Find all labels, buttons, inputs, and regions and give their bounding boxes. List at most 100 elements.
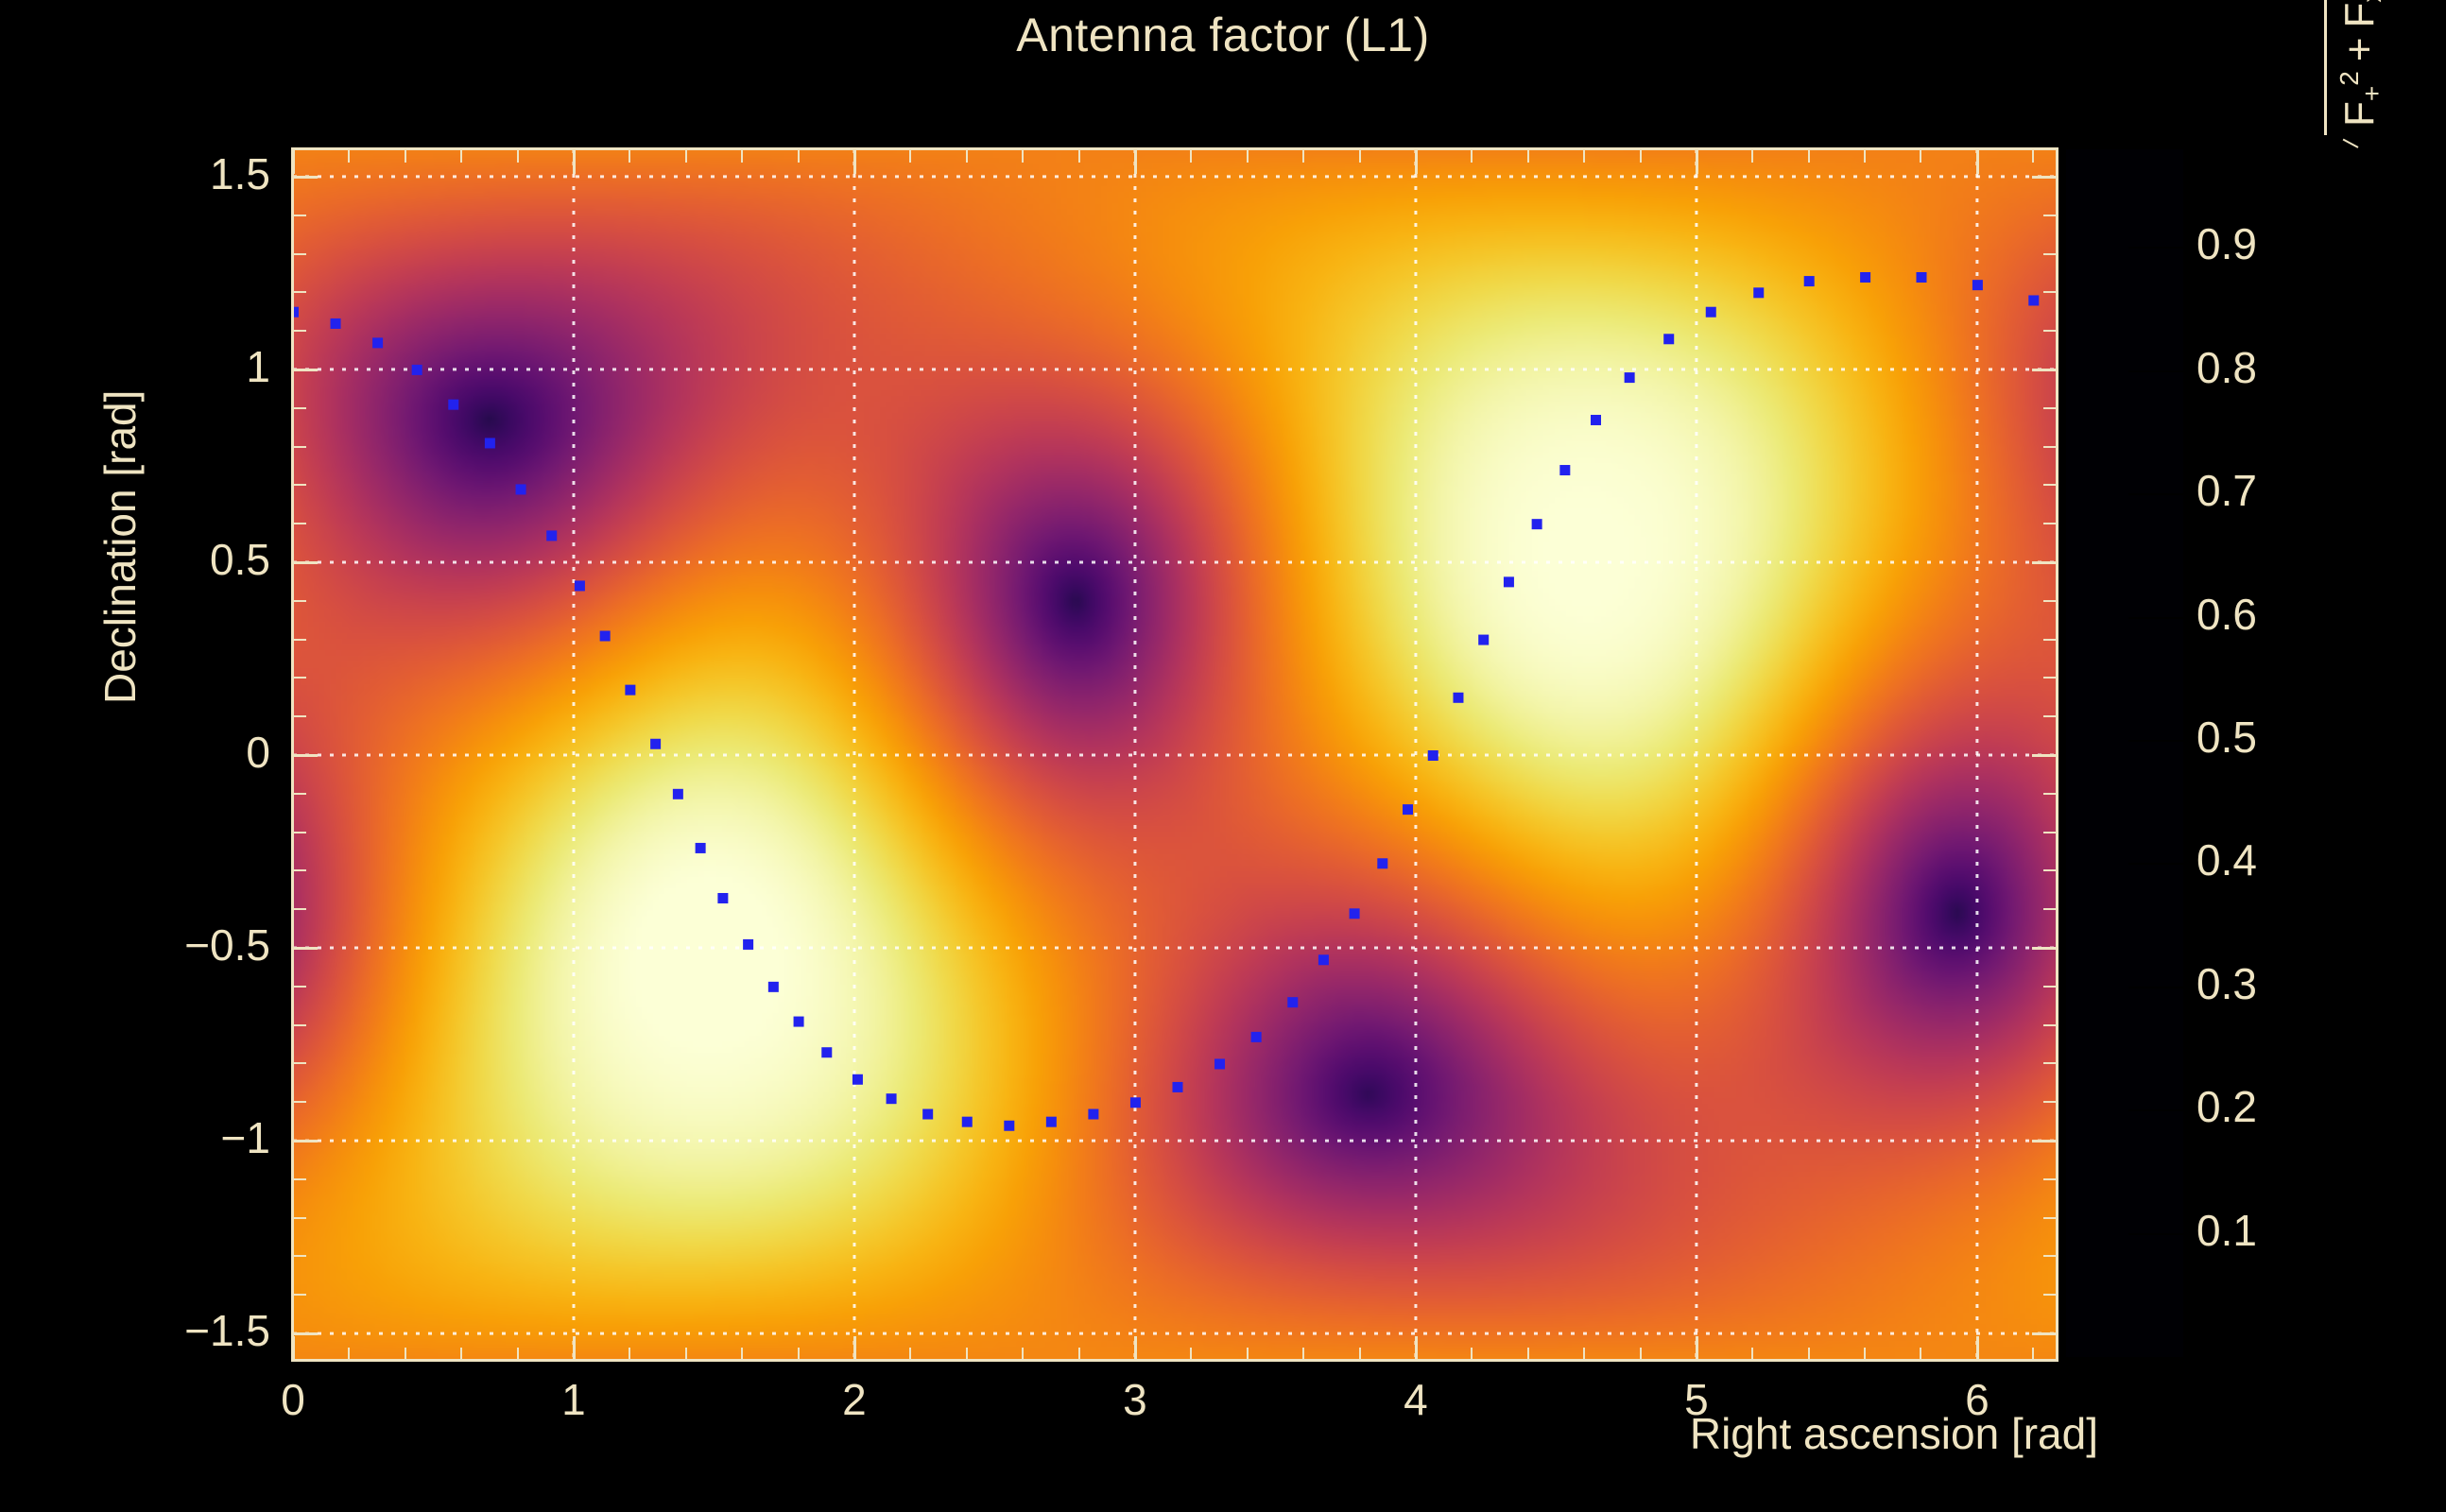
x-minor-tick-top xyxy=(741,149,744,163)
x-minor-tick-top xyxy=(2032,149,2035,163)
x-minor-tick xyxy=(965,1348,968,1361)
x-minor-tick-top xyxy=(1133,149,1136,163)
page-title: Antenna factor (L1) xyxy=(1016,9,1430,61)
y-minor-tick-right xyxy=(2043,677,2057,679)
x-minor-tick-top xyxy=(909,149,912,163)
x-minor-tick xyxy=(516,1348,519,1361)
x-minor-tick xyxy=(1190,1348,1193,1361)
x-minor-tick-top xyxy=(1077,149,1080,163)
x-minor-tick-top xyxy=(460,149,463,163)
x-minor-tick-top xyxy=(684,149,687,163)
colorbar-gradient xyxy=(2066,149,2183,1357)
x-minor-tick xyxy=(1639,1348,1642,1361)
plus-operator: + xyxy=(2336,37,2383,62)
x-minor-tick xyxy=(1133,1348,1136,1361)
x-axis-title: Right ascension [rad] xyxy=(1689,1409,2098,1458)
x-minor-tick-top xyxy=(1864,149,1867,163)
sqrt-radical-icon: F+2 + Fx2 xyxy=(2331,0,2387,151)
y-minor-tick xyxy=(293,638,306,641)
y-minor-tick xyxy=(293,831,306,833)
x-minor-tick-top xyxy=(965,149,968,163)
x-minor-tick-top xyxy=(1414,149,1417,163)
y-minor-tick xyxy=(293,1216,306,1219)
y-tick-label: 0.5 xyxy=(210,534,270,584)
colorbar-tick-label: 0.5 xyxy=(2196,712,2257,762)
y-tick-label: −0.5 xyxy=(184,920,270,971)
y-minor-tick xyxy=(293,985,306,988)
y-minor-tick xyxy=(293,406,306,409)
y-minor-tick-right xyxy=(2043,1062,2057,1065)
y-minor-tick xyxy=(293,1101,306,1104)
y-minor-tick xyxy=(293,1255,306,1258)
y-minor-tick-right xyxy=(2043,560,2057,563)
x-minor-tick xyxy=(1302,1348,1305,1361)
x-tick-label: 5 xyxy=(1684,1375,1709,1424)
y-minor-tick xyxy=(293,368,306,370)
x-minor-tick-top xyxy=(1190,149,1193,163)
y-minor-tick xyxy=(293,1294,306,1297)
colorbar-tick-label: 0.6 xyxy=(2196,589,2257,639)
colorbar-tick-mark xyxy=(2128,739,2183,742)
y-minor-tick-right xyxy=(2043,1140,2057,1143)
x-minor-tick xyxy=(1920,1348,1922,1361)
x-tick-label: 1 xyxy=(561,1375,586,1424)
colorbar-tick-mark xyxy=(2128,247,2183,249)
f-cross-symbol: F xyxy=(2336,2,2383,28)
colorbar-tick-label: 0.2 xyxy=(2196,1082,2257,1132)
y-minor-tick xyxy=(293,1062,306,1065)
y-minor-tick xyxy=(293,792,306,795)
y-minor-tick-right xyxy=(2043,947,2057,950)
x-minor-tick-top xyxy=(629,149,631,163)
colorbar-tick-mark xyxy=(2128,493,2183,496)
x-minor-tick-top xyxy=(1526,149,1529,163)
y-minor-tick-right xyxy=(2043,175,2057,178)
x-minor-tick-top xyxy=(516,149,519,163)
plot-border-right xyxy=(2056,147,2058,1362)
colorbar-tick-mark xyxy=(2128,986,2183,988)
colorbar-tick-mark xyxy=(2128,616,2183,619)
x-minor-tick xyxy=(1526,1348,1529,1361)
y-minor-tick-right xyxy=(2043,754,2057,756)
y-minor-tick xyxy=(293,252,306,255)
f-plus-subscript: + xyxy=(2357,85,2386,102)
x-tick-label: 4 xyxy=(1404,1375,1428,1424)
y-minor-tick-right xyxy=(2043,484,2057,487)
y-minor-tick-right xyxy=(2043,985,2057,988)
y-minor-tick-right xyxy=(2043,1177,2057,1180)
colorbar-tick-mark xyxy=(2128,1232,2183,1235)
x-minor-tick xyxy=(1583,1348,1586,1361)
x-minor-tick-top xyxy=(1022,149,1025,163)
x-tick-label: 0 xyxy=(281,1375,305,1424)
x-minor-tick xyxy=(1414,1348,1417,1361)
y-minor-tick xyxy=(293,599,306,602)
y-axis-title: Declination [rad] xyxy=(95,389,145,704)
x-minor-tick xyxy=(909,1348,912,1361)
plot-border-top xyxy=(293,147,2058,150)
f-cross-subscript: x xyxy=(2357,0,2387,3)
x-minor-tick xyxy=(1975,1348,1978,1361)
y-minor-tick xyxy=(293,1332,306,1335)
y-minor-tick-right xyxy=(2043,368,2057,370)
y-minor-tick-right xyxy=(2043,715,2057,718)
x-minor-tick xyxy=(348,1348,351,1361)
x-minor-tick-top xyxy=(1358,149,1361,163)
y-minor-tick-right xyxy=(2043,908,2057,911)
plot-border-bottom xyxy=(293,1359,2058,1362)
x-minor-tick xyxy=(2032,1348,2035,1361)
x-minor-tick xyxy=(797,1348,800,1361)
x-tick-label: 3 xyxy=(1123,1375,1147,1424)
colorbar-tick-label: 0.4 xyxy=(2196,835,2257,885)
x-minor-tick xyxy=(1751,1348,1754,1361)
y-minor-tick-right xyxy=(2043,869,2057,872)
x-minor-tick-top xyxy=(1583,149,1586,163)
x-minor-tick-top xyxy=(1920,149,1922,163)
x-minor-tick xyxy=(684,1348,687,1361)
colorbar-tick-label: 0.8 xyxy=(2196,342,2257,392)
y-tick-label: 0 xyxy=(246,728,270,777)
x-minor-tick xyxy=(1022,1348,1025,1361)
x-minor-tick-top xyxy=(1975,149,1978,163)
x-minor-tick xyxy=(1358,1348,1361,1361)
y-minor-tick-right xyxy=(2043,406,2057,409)
f-plus-exponent: 2 xyxy=(2334,71,2364,86)
